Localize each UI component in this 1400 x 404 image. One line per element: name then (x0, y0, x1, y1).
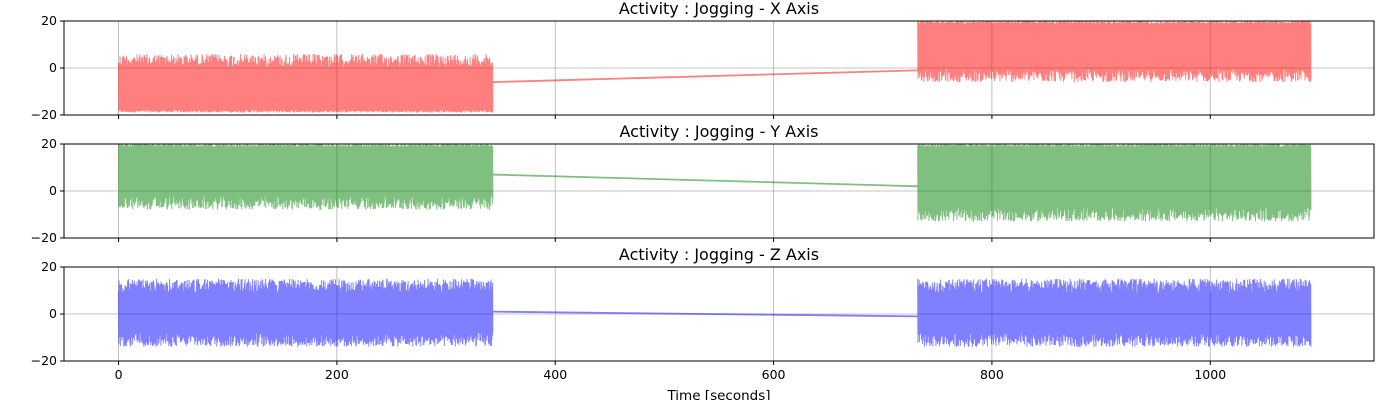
x-tick-label: 400 (543, 367, 567, 382)
session-bridge-line (493, 69, 918, 83)
x-tick-label: 0 (115, 367, 123, 382)
x-tick-label: 200 (325, 367, 349, 382)
signal-segment-1 (118, 144, 494, 210)
y-tick-label: 0 (49, 306, 57, 321)
y-tick-label: 0 (49, 60, 57, 75)
y-tick-label: −20 (31, 230, 57, 245)
x-axis-label: Time [seconds] (666, 388, 770, 400)
x-tick-label: 1000 (1194, 367, 1226, 382)
signal-series (118, 278, 1312, 347)
y-tick-label: 20 (41, 259, 57, 274)
x-tick-label: 800 (980, 367, 1004, 382)
session-bridge-line (493, 173, 918, 188)
y-tick-label: 20 (41, 136, 57, 151)
y-tick-label: 20 (41, 13, 57, 28)
signal-series (118, 21, 1312, 113)
y-tick-label: −20 (31, 107, 57, 122)
subplot-2: −20 0 20 Activity : Jogging - Y Axis (31, 122, 1375, 245)
session-bridge-line (493, 310, 918, 318)
signal-series (118, 144, 1312, 222)
y-tick-label: −20 (31, 353, 57, 368)
y-tick-label: 0 (49, 183, 57, 198)
signal-segment-2 (917, 278, 1312, 347)
subplot-title: Activity : Jogging - Z Axis (619, 245, 819, 264)
signal-segment-1 (118, 278, 494, 347)
signal-segment-1 (118, 53, 494, 113)
signal-segment-2 (917, 21, 1312, 83)
x-tick-label: 600 (762, 367, 786, 382)
subplot-title: Activity : Jogging - X Axis (619, 0, 819, 18)
subplot-title: Activity : Jogging - Y Axis (620, 122, 819, 141)
signal-segment-2 (917, 144, 1312, 222)
subplot-1: −20 0 20 Activity : Jogging - X Axis (31, 0, 1375, 122)
